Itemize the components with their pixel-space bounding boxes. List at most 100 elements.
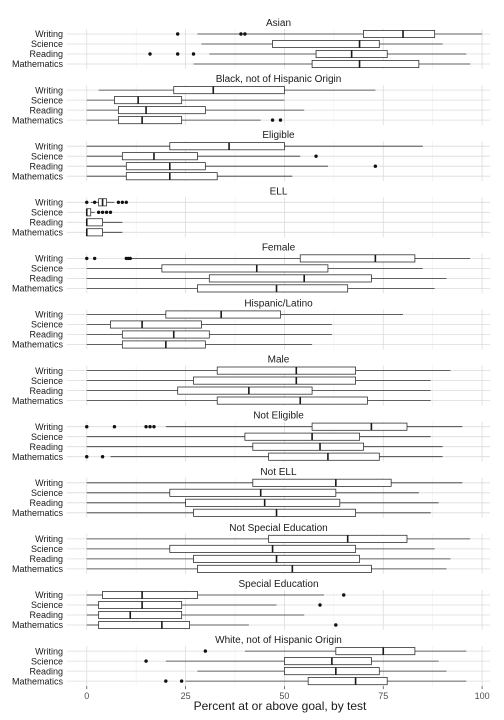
- box-iqr: [161, 264, 329, 273]
- y-tick-label: Writing: [35, 85, 63, 95]
- box-iqr: [244, 432, 360, 441]
- y-tick-label: Writing: [35, 198, 63, 208]
- box-mathematics: [86, 340, 313, 349]
- box-iqr: [311, 422, 408, 431]
- y-tick-label: Reading: [29, 498, 63, 508]
- outlier-point: [314, 154, 318, 158]
- y-tick-label: Reading: [29, 610, 63, 620]
- y-tick-label: Writing: [35, 29, 63, 39]
- box-iqr: [125, 172, 218, 181]
- y-tick-label: Writing: [35, 366, 63, 376]
- box-iqr: [169, 544, 356, 553]
- box-iqr: [114, 96, 183, 105]
- outlier-point: [270, 118, 275, 122]
- y-tick-label: Writing: [35, 478, 63, 488]
- outlier-point: [96, 210, 101, 214]
- box-science: [86, 488, 419, 497]
- box-science: [86, 376, 431, 385]
- box-iqr: [252, 478, 392, 487]
- facet-panel: Not Special Education WritingScienceReadi…: [12, 523, 490, 574]
- box-iqr: [121, 330, 210, 339]
- outlier-point: [191, 52, 196, 56]
- y-tick-label: Writing: [35, 254, 63, 264]
- y-tick-label: Mathematics: [12, 452, 64, 462]
- y-tick-label: Mathematics: [12, 620, 64, 630]
- facet-panel: Not Eligible WritingScienceReadingMathema…: [12, 411, 490, 462]
- box-iqr: [102, 591, 198, 600]
- box-reading: [86, 106, 305, 115]
- y-tick-label: Mathematics: [12, 59, 64, 69]
- outlier-point: [100, 210, 105, 214]
- outlier-point: [318, 603, 322, 607]
- box-iqr: [284, 667, 380, 676]
- y-tick-label: Reading: [29, 554, 63, 564]
- box-writing: [203, 647, 467, 656]
- x-tick-label: 50: [279, 691, 289, 701]
- facet-title: Not Special Education: [229, 523, 327, 534]
- box-iqr: [197, 284, 349, 293]
- box-iqr: [169, 142, 285, 151]
- box-iqr: [268, 452, 380, 461]
- box-iqr: [117, 116, 183, 125]
- box-science: [86, 601, 322, 610]
- box-science: [86, 544, 435, 553]
- box-iqr: [193, 508, 356, 517]
- box-iqr: [335, 647, 416, 656]
- y-tick-label: Writing: [35, 590, 63, 600]
- facet-title: Not Eligible: [253, 411, 304, 422]
- outlier-point: [175, 32, 180, 36]
- box-mathematics: [86, 172, 293, 181]
- box-iqr: [169, 488, 337, 497]
- outlier-point: [243, 32, 247, 36]
- box-iqr: [252, 442, 364, 451]
- facet-title: ELL: [270, 186, 288, 197]
- box-writing: [86, 366, 451, 375]
- facet-panels: AsianWritingScienceReadingMathematicsBla…: [12, 18, 490, 686]
- y-tick-label: Science: [31, 544, 63, 554]
- y-tick-label: Reading: [29, 274, 63, 284]
- box-iqr: [121, 152, 198, 161]
- box-writing: [86, 591, 346, 600]
- y-tick-label: Reading: [29, 330, 63, 340]
- box-mathematics: [86, 508, 431, 517]
- box-writing: [175, 29, 483, 38]
- outlier-point: [144, 659, 148, 663]
- box-science: [85, 208, 113, 217]
- y-tick-label: Reading: [29, 49, 63, 59]
- box-science: [86, 432, 431, 441]
- y-tick-label: Mathematics: [12, 171, 64, 181]
- box-iqr: [165, 310, 281, 319]
- x-tick-label: 75: [378, 691, 388, 701]
- facet-title: Eligible: [262, 130, 295, 141]
- box-writing: [85, 254, 471, 263]
- facet-title: Special Education: [238, 579, 318, 590]
- y-tick-label: Reading: [29, 105, 63, 115]
- box-reading: [86, 162, 378, 171]
- outlier-point: [148, 52, 152, 56]
- outlier-point: [342, 593, 346, 597]
- box-reading: [85, 218, 123, 227]
- box-iqr: [86, 228, 103, 237]
- outlier-point: [92, 256, 97, 261]
- x-tick-label: 100: [475, 691, 490, 701]
- box-writing: [86, 534, 471, 543]
- outlier-point: [85, 256, 89, 261]
- box-iqr: [173, 86, 285, 95]
- box-writing: [85, 422, 463, 431]
- box-reading: [86, 498, 439, 507]
- y-tick-label: Reading: [29, 161, 63, 171]
- box-iqr: [216, 366, 356, 375]
- box-science: [86, 264, 423, 273]
- box-reading: [86, 554, 451, 563]
- box-iqr: [125, 162, 206, 171]
- y-tick-label: Mathematics: [12, 228, 64, 238]
- box-iqr: [363, 29, 436, 38]
- box-mathematics: [86, 396, 431, 405]
- outlier-point: [278, 118, 283, 122]
- box-mathematics: [85, 452, 443, 461]
